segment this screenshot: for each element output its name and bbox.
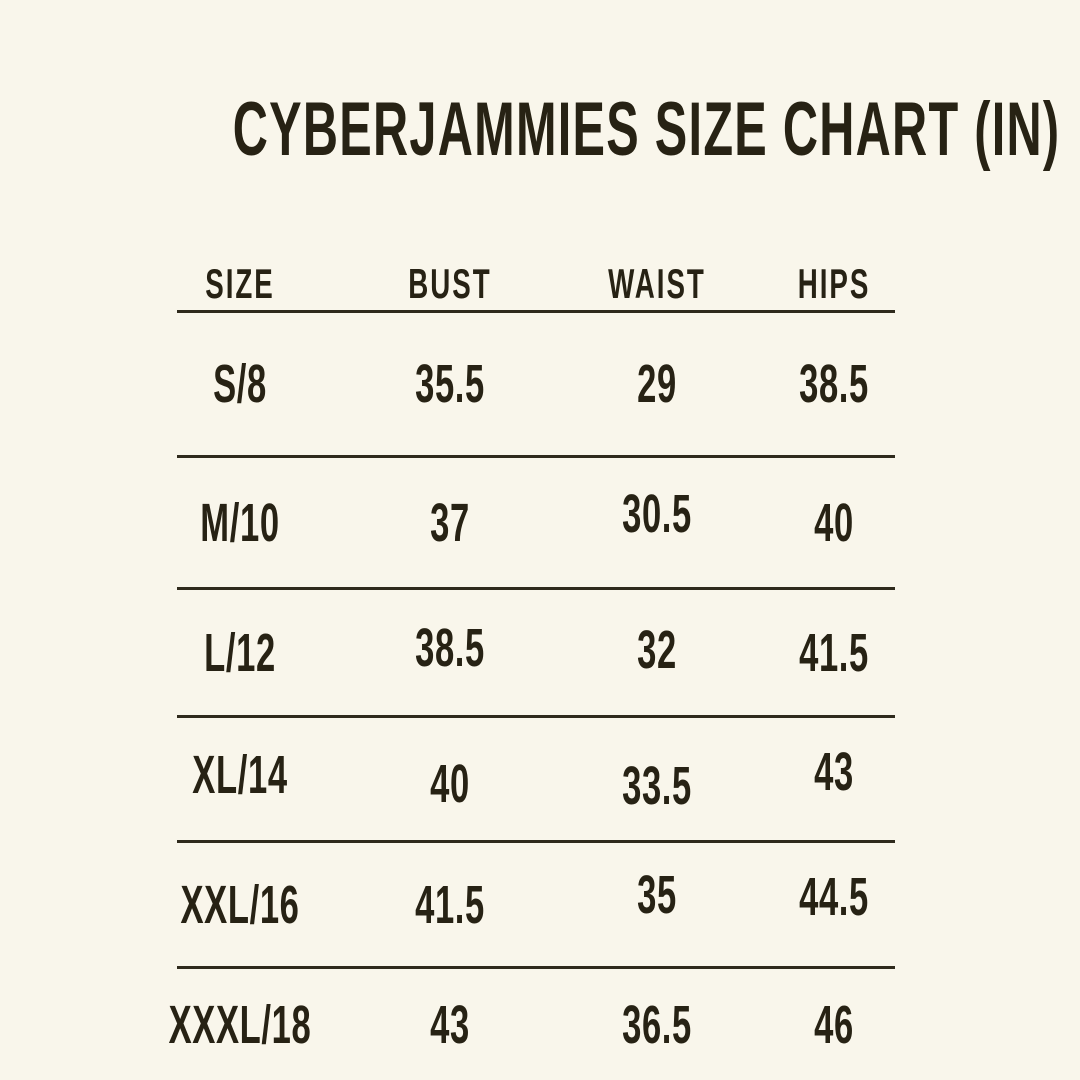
table-cell: 43 [803, 745, 865, 799]
hips-value: 44.5 [799, 866, 869, 927]
table-cell: 38.5 [779, 357, 888, 411]
size-value: XL/14 [192, 745, 288, 805]
table-cell: 37 [419, 496, 481, 550]
page-title: CYBERJAMMIES SIZE CHART (IN) [0, 92, 1080, 168]
waist-value: 32 [636, 619, 677, 680]
table-cell: 44.5 [779, 870, 888, 924]
table-cell: 29 [626, 357, 688, 411]
table-cell: XL/14 [166, 748, 315, 802]
table-cell: XXXL/18 [129, 998, 352, 1052]
header-waist-label: WAIST [607, 260, 706, 307]
size-value: XXL/16 [180, 874, 300, 935]
table-row: XXXL/18 43 36.5 46 [169, 969, 895, 1080]
header-waist: WAIST [583, 263, 731, 305]
hips-value: 46 [814, 994, 854, 1055]
table-cell: 33.5 [602, 759, 711, 813]
header-size: SIZE [187, 263, 292, 305]
header-hips: HIPS [779, 263, 889, 305]
waist-value: 36.5 [621, 994, 692, 1055]
waist-value: 35 [636, 864, 677, 925]
hips-value: 43 [814, 742, 854, 802]
table-cell: XXL/16 [147, 878, 333, 932]
table-cell: 40 [803, 496, 865, 550]
size-value: L/12 [204, 622, 277, 683]
waist-value: 30.5 [621, 483, 692, 544]
table-row: L/12 38.5 32 41.5 [177, 590, 895, 718]
table-cell: 35 [626, 868, 688, 922]
table-cell: M/10 [178, 496, 302, 550]
table-cell: 32 [626, 623, 688, 677]
table-cell: S/8 [198, 357, 282, 411]
table-cell: 41.5 [779, 626, 888, 680]
size-value: M/10 [200, 492, 280, 553]
table-row: S/8 35.5 29 38.5 [177, 313, 895, 458]
header-bust: BUST [387, 263, 513, 305]
bust-value: 41.5 [414, 874, 485, 935]
bust-value: 40 [429, 754, 470, 814]
hips-value: 38.5 [799, 354, 869, 414]
size-table: SIZE BUST WAIST HIPS S/8 35.5 29 38.5 M/… [169, 258, 895, 1080]
table-row: XL/14 40 33.5 43 [177, 718, 895, 843]
page-title-text: CYBERJAMMIES SIZE CHART (IN) [232, 87, 1061, 172]
table-cell: L/12 [184, 626, 296, 680]
table-cell: 40 [419, 757, 481, 811]
size-value: S/8 [213, 354, 268, 414]
bust-value: 43 [429, 994, 470, 1055]
table-cell: 38.5 [395, 621, 504, 675]
bust-value: 38.5 [414, 617, 485, 678]
bust-value: 35.5 [414, 354, 485, 414]
table-cell: 36.5 [602, 998, 711, 1052]
bust-value: 37 [429, 492, 470, 553]
header-hips-label: HIPS [797, 260, 871, 307]
table-header-row: SIZE BUST WAIST HIPS [177, 258, 895, 313]
table-cell: 41.5 [395, 878, 504, 932]
table-row: XXL/16 41.5 35 44.5 [177, 843, 895, 969]
hips-value: 41.5 [799, 622, 869, 683]
size-value: XXXL/18 [168, 994, 312, 1055]
table-cell: 30.5 [602, 487, 711, 541]
waist-value: 33.5 [621, 756, 692, 816]
header-bust-label: BUST [408, 260, 492, 307]
table-cell: 46 [803, 998, 865, 1052]
table-row: M/10 37 30.5 40 [177, 458, 895, 590]
table-cell: 43 [419, 998, 481, 1052]
header-size-label: SIZE [205, 260, 275, 307]
hips-value: 40 [814, 492, 854, 553]
table-cell: 35.5 [395, 357, 504, 411]
waist-value: 29 [636, 354, 677, 414]
